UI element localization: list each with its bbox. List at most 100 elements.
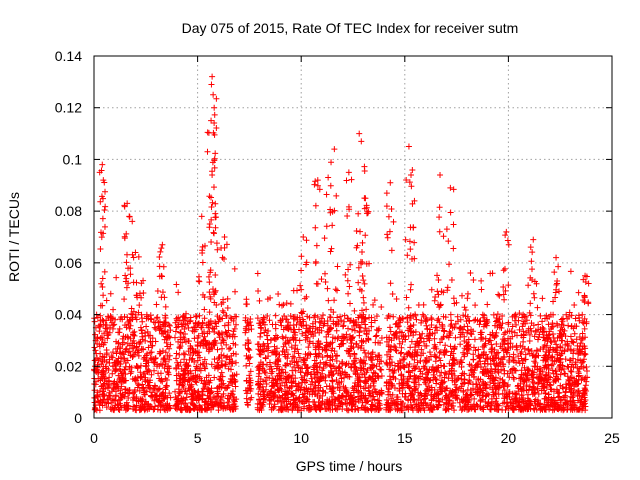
data-point [186,377,193,384]
data-point [160,356,167,363]
data-point [194,352,201,359]
data-point [492,333,499,340]
data-point [220,380,227,387]
data-point [373,332,380,339]
data-point [102,375,109,382]
data-point [144,379,151,385]
data-point [221,234,228,240]
data-point [188,393,195,400]
data-point [182,338,189,345]
data-point [319,312,326,319]
data-point [343,177,350,184]
data-point [144,406,151,413]
data-point [503,228,510,235]
data-point [156,348,163,355]
data-point [501,265,508,272]
x-tick-labels: 0 5 10 15 20 25 [90,430,620,446]
data-point [216,397,223,404]
data-point [176,351,183,358]
data-point [243,362,250,369]
data-point [211,374,218,381]
data-point [372,333,379,340]
data-point [92,347,99,354]
data-point [99,215,106,222]
data-point [292,367,299,374]
data-point [129,376,136,383]
data-point [218,358,225,365]
data-point [192,378,199,385]
data-point [472,302,479,309]
data-point [213,95,220,102]
data-point [139,381,146,388]
data-point [97,323,104,330]
data-point [246,347,253,354]
data-point [224,395,231,402]
data-point [325,174,332,181]
data-point [196,312,203,319]
data-point [402,236,409,243]
data-point [147,349,154,356]
data-point [118,379,125,386]
data-point [175,398,182,405]
data-point [361,167,368,174]
data-point [189,355,196,362]
data-point [143,362,150,369]
x-tick-label: 25 [604,430,620,446]
y-tick-label: 0.14 [55,48,82,64]
data-point [224,305,231,312]
data-point [383,190,390,197]
data-point [200,337,207,344]
data-point [145,382,152,389]
data-point [571,330,578,337]
data-point [99,334,106,341]
data-point [173,350,180,357]
data-point [213,240,220,247]
data-point [223,341,230,348]
data-point [120,339,127,346]
data-point [243,395,250,402]
data-point [144,313,151,320]
data-point [118,393,125,400]
data-point [505,282,512,289]
data-point [121,296,128,303]
data-point [345,169,352,176]
data-point [358,138,365,145]
data-point [471,317,478,324]
data-point [91,387,98,394]
data-point [180,368,187,375]
data-point [94,364,101,371]
data-point [420,338,427,345]
data-point [426,349,433,356]
data-point [311,181,318,188]
data-point [322,278,329,285]
data-point [257,330,264,337]
data-point [150,406,157,413]
data-point [298,253,305,260]
data-point [188,381,195,388]
data-point [119,335,126,342]
data-point [528,258,535,265]
data-point [257,333,264,340]
data-point [232,378,239,385]
data-point [436,204,443,211]
data-point [214,390,221,397]
data-point [177,359,184,366]
data-point [202,365,209,372]
data-point [417,334,424,341]
data-point [162,407,169,414]
data-point [107,290,114,297]
data-point [571,302,578,309]
data-point [216,375,223,382]
data-point [215,393,222,400]
data-point [305,344,312,351]
data-point [101,207,108,214]
data-point [104,313,111,320]
data-point [450,245,457,252]
data-point [487,406,494,413]
data-point [408,171,415,178]
data-point [124,390,131,397]
data-point [445,238,452,245]
data-point [264,332,271,339]
data-point [115,340,122,347]
data-point [129,397,136,404]
